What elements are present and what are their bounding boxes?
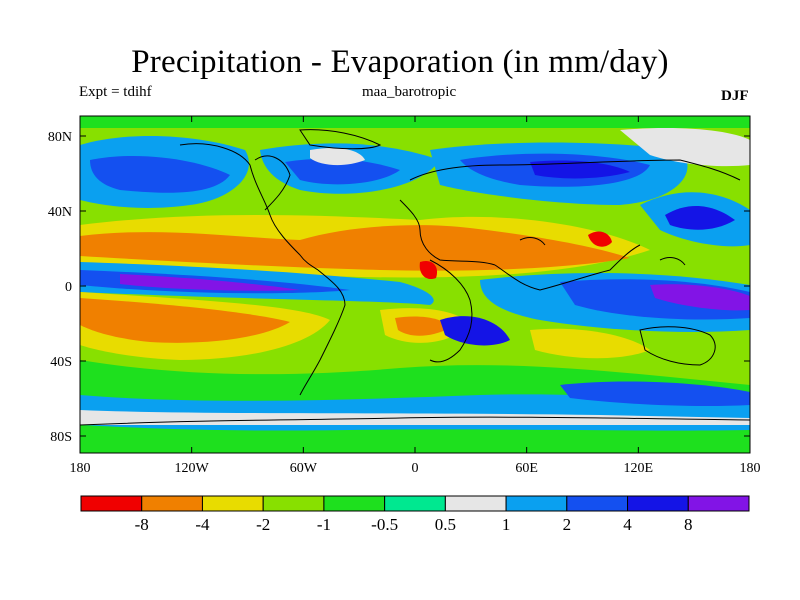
colorbar-swatch bbox=[566, 495, 629, 512]
coastlines bbox=[80, 129, 750, 426]
colorbar-level-label: -8 bbox=[135, 515, 149, 534]
lat-tick-label: 0 bbox=[65, 280, 72, 295]
colorbar-swatch bbox=[505, 495, 568, 512]
colorbar-swatch bbox=[687, 495, 750, 512]
colorbar-level-label: 2 bbox=[563, 515, 572, 534]
lat-tick-labels: 80N 40N 0 40S 80S bbox=[48, 130, 72, 445]
colorbar-level-label: -1 bbox=[317, 515, 331, 534]
colorbar-swatch bbox=[444, 495, 507, 512]
lon-tick-label: 60W bbox=[290, 461, 318, 476]
lon-tick-label: 120E bbox=[624, 461, 654, 476]
lon-tick-label: 180 bbox=[740, 461, 761, 476]
lon-tick-label: 120W bbox=[175, 461, 210, 476]
colorbar-swatch bbox=[201, 495, 264, 512]
colorbar-swatch bbox=[262, 495, 325, 512]
colorbar-level-label: 0.5 bbox=[435, 515, 456, 534]
lat-tick-label: 40N bbox=[48, 205, 72, 220]
colorbar-swatch bbox=[80, 495, 143, 512]
colorbar-level-label: 8 bbox=[684, 515, 693, 534]
colorbar-level-label: 1 bbox=[502, 515, 511, 534]
colorbar-level-label: -2 bbox=[256, 515, 270, 534]
lon-tick-label: 0 bbox=[412, 461, 419, 476]
experiment-label: Expt = tdihf bbox=[79, 84, 152, 100]
colorbar-level-label: 4 bbox=[623, 515, 632, 534]
lat-tick-label: 40S bbox=[50, 355, 72, 370]
precip-evap-field bbox=[80, 116, 750, 453]
colorbar-level-label: -0.5 bbox=[371, 515, 398, 534]
colorbar-swatch bbox=[323, 495, 386, 512]
lon-tick-label: 60E bbox=[515, 461, 538, 476]
lon-tick-label: 180 bbox=[70, 461, 91, 476]
lat-tick-label: 80S bbox=[50, 430, 72, 445]
case-label: maa_barotropic bbox=[362, 84, 457, 100]
colorbar-swatch bbox=[384, 495, 446, 512]
lat-tick-label: 80N bbox=[48, 130, 72, 145]
lon-tick-labels: 180 120W 60W 0 60E 120E 180 bbox=[70, 461, 761, 476]
colorbar-level-label: -4 bbox=[195, 515, 210, 534]
axis-ticks bbox=[79, 116, 751, 453]
colorbar-swatch bbox=[141, 495, 203, 512]
chart-title: Precipitation - Evaporation (in mm/day) bbox=[131, 44, 669, 80]
season-label: DJF bbox=[721, 88, 749, 104]
colorbar-swatch bbox=[627, 495, 689, 512]
colorbar-labels: -8 -4 -2 -1 -0.5 0.5 1 2 4 8 bbox=[135, 515, 693, 534]
colorbar bbox=[80, 495, 750, 512]
